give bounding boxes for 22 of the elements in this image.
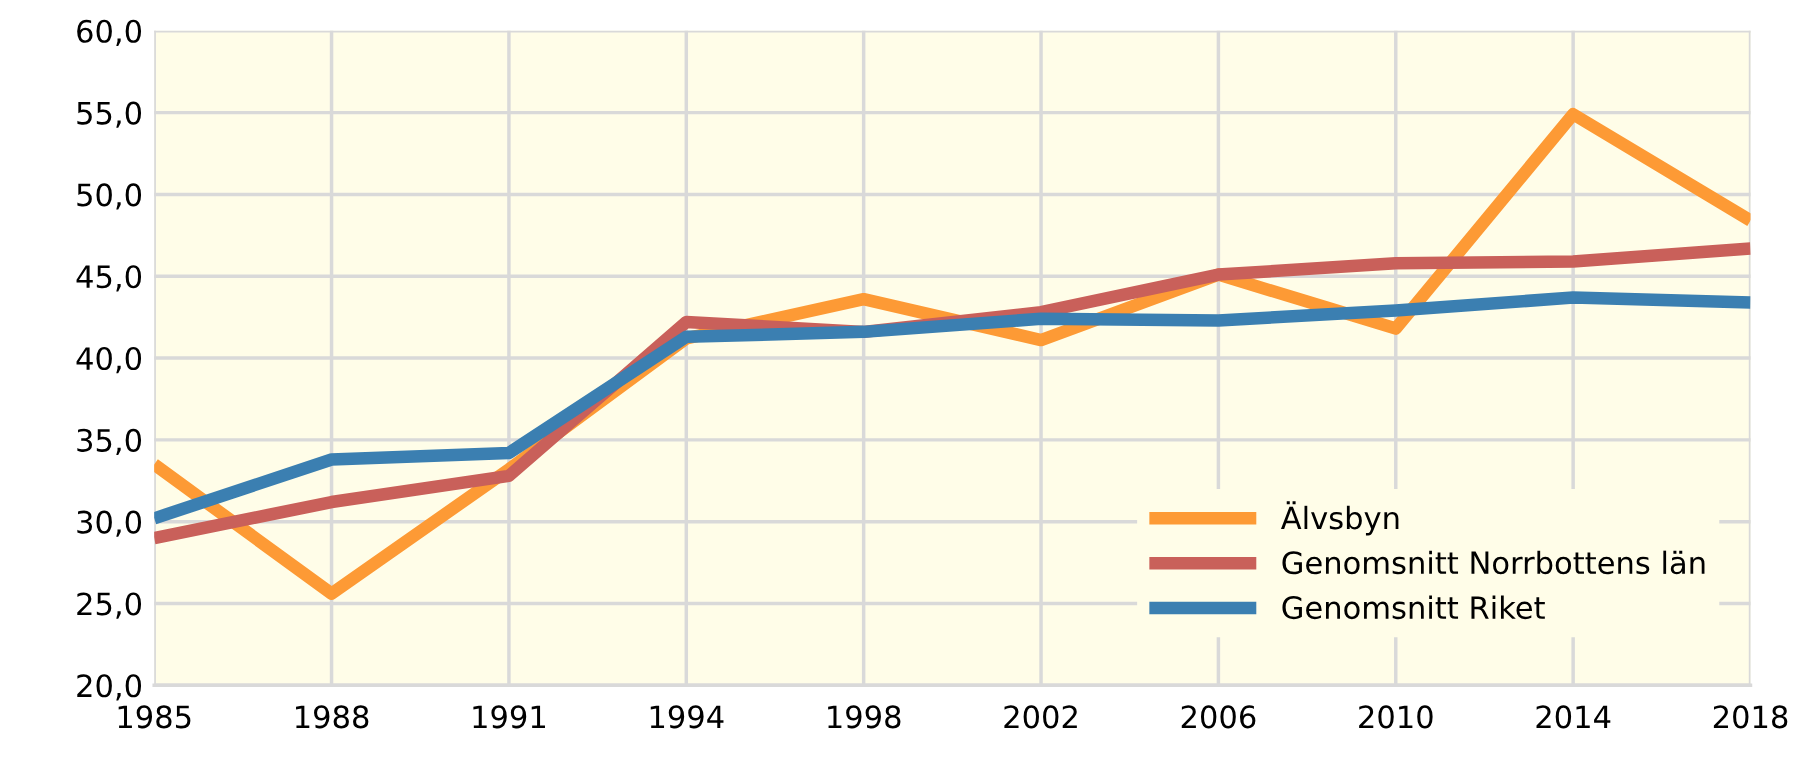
x-tick-label: 1998: [828, 705, 901, 729]
legend-label: Genomsnitt Norrbottens län: [1282, 550, 1705, 575]
y-tick-label: 25,0: [77, 592, 142, 619]
y-tick-label: 45,0: [76, 265, 142, 292]
x-tick-label: 2018: [1713, 705, 1788, 729]
x-tick-label: 2006: [1181, 705, 1256, 729]
x-tick-label: 1985: [118, 705, 191, 729]
y-tick-label: 55,0: [77, 101, 142, 128]
y-tick-label: 35,0: [77, 428, 142, 456]
legend-label: Genomsnitt Riket: [1282, 595, 1545, 620]
x-tick-label: 1994: [650, 705, 724, 729]
y-tick-label: 30,0: [77, 510, 142, 537]
legend-label: Älvsbyn: [1280, 501, 1399, 536]
x-tick-label: 2014: [1536, 705, 1611, 729]
y-tick-label: 40,0: [76, 346, 142, 374]
x-tick-label: 2010: [1359, 705, 1433, 729]
y-tick-label: 50,0: [77, 183, 142, 210]
x-tick-label: 2002: [1004, 705, 1077, 729]
y-tick-label: 60,0: [77, 19, 142, 46]
x-tick-label: 1991: [473, 705, 545, 729]
x-tick-label: 1988: [296, 705, 369, 729]
y-tick-label: 20,0: [77, 674, 142, 701]
